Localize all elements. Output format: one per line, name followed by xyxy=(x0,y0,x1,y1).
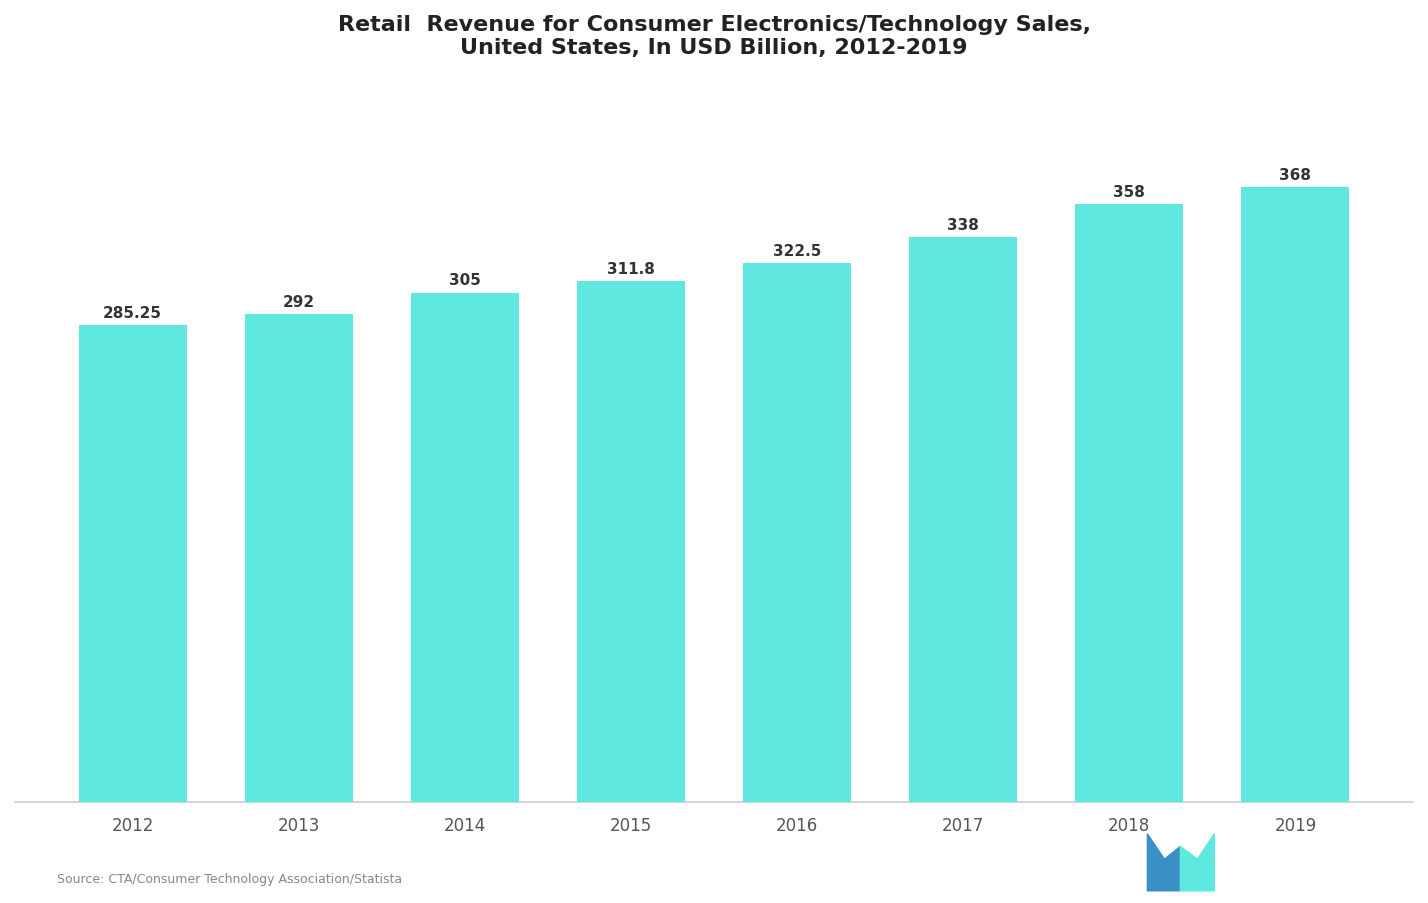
Text: 305: 305 xyxy=(448,274,481,288)
Text: 368: 368 xyxy=(1279,168,1311,183)
Text: 285.25: 285.25 xyxy=(103,306,161,321)
Text: 292: 292 xyxy=(283,295,314,310)
Polygon shape xyxy=(1181,834,1214,890)
Bar xyxy=(1241,188,1349,802)
Bar xyxy=(910,238,1017,802)
Text: 338: 338 xyxy=(947,219,980,233)
Bar xyxy=(743,264,851,802)
Bar xyxy=(577,282,685,802)
Bar xyxy=(411,293,518,802)
Text: 311.8: 311.8 xyxy=(607,262,655,277)
Text: 322.5: 322.5 xyxy=(773,244,821,259)
Polygon shape xyxy=(1148,834,1181,890)
Bar xyxy=(1075,205,1184,802)
Bar xyxy=(244,315,353,802)
Text: 358: 358 xyxy=(1114,185,1145,200)
Bar xyxy=(79,326,187,802)
Title: Retail  Revenue for Consumer Electronics/Technology Sales,
United States, In USD: Retail Revenue for Consumer Electronics/… xyxy=(337,15,1091,58)
Text: Source: CTA/Consumer Technology Association/Statista: Source: CTA/Consumer Technology Associat… xyxy=(57,872,403,885)
